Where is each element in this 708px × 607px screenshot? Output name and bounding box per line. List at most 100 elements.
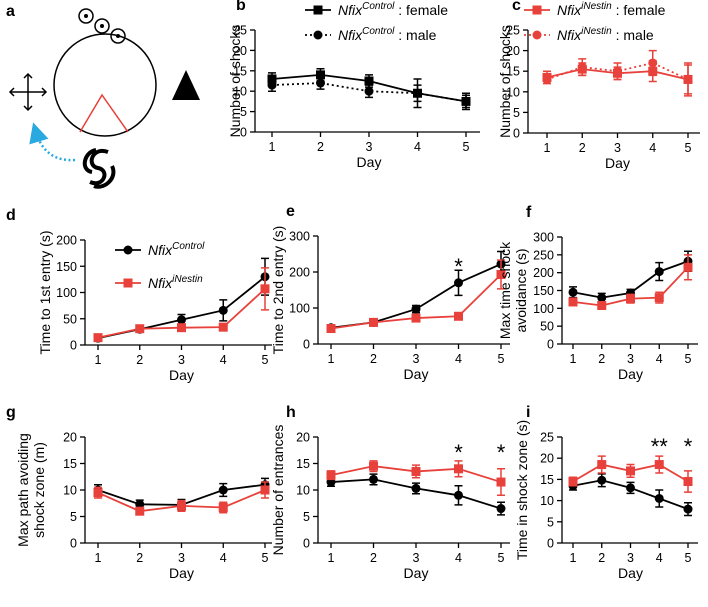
y-axis-label: Time in shock zone (s) [514,420,530,560]
y-tick-label: 25 [540,431,554,445]
x-tick-label: 3 [413,352,420,366]
significance: * [454,254,463,279]
significance: * [497,440,506,465]
cues [78,8,126,44]
marker [411,313,421,323]
marker [326,324,336,334]
x-tick-label: 5 [262,551,269,565]
marker [411,466,421,476]
y-tick-label: 250 [533,248,554,262]
y-tick-label: 0 [240,126,247,140]
marker [654,460,664,470]
legend-sup: Control [362,1,395,12]
x-tick-label: 1 [95,353,102,367]
marker [597,460,607,470]
y-tick-label: 0 [513,127,520,141]
x-tick-label: 5 [463,140,470,154]
x-tick-label: 5 [685,141,692,155]
x-tick-label: 5 [685,551,692,565]
x-tick-label: 2 [598,551,605,565]
x-tick-label: 2 [370,551,377,565]
triangle-cue [172,70,200,100]
x-tick-label: 1 [328,551,335,565]
legend-sup: iNestin [172,274,203,285]
y-tick-label: 20 [296,431,310,445]
x-tick-label: 4 [455,551,462,565]
marker [364,76,374,86]
y-tick-label: 0 [70,339,77,353]
marker [683,504,693,514]
significance: * [684,434,693,459]
panel: e 0 100 200 300 1 2 3 4 5 Day Time to 2nd entry (s)… [270,203,510,382]
legend-marker [532,5,542,15]
marker [218,322,228,332]
x-tick-label: 2 [579,141,586,155]
y-axis-label: Max path avoiding [15,433,31,547]
marker [177,315,186,325]
y-axis-label: Time to 1st entry (s) [37,231,53,355]
x-tick-label: 1 [570,551,577,565]
y-axis-label: Number of entrances [270,425,286,556]
y-tick-label: 15 [506,65,520,79]
panel-label: g [6,404,16,421]
marker [597,475,607,485]
panel-label: d [6,207,16,224]
legend-name: Nfix [338,27,363,43]
legend-label: NfixControl [148,241,205,258]
marker [218,485,228,495]
legend-marker [532,30,542,40]
y-tick-label: 10 [63,484,77,498]
marker [260,284,270,294]
legend-label: NfixControl : male [338,26,437,43]
marker [597,300,607,310]
x-tick-label: 2 [598,352,605,366]
y-tick-label: 50 [540,320,554,334]
y-tick-label: 5 [547,515,554,529]
legend-name: Nfix [338,2,363,18]
x-tick-label: 4 [220,353,227,367]
y-tick-label: 10 [540,494,554,508]
marker [135,324,145,334]
y-tick-label: 100 [56,286,77,300]
y-axis-label: avoidance (s) [513,248,529,332]
y-tick-label: 5 [240,105,247,119]
marker [413,88,422,98]
y-tick-label: 20 [63,431,77,445]
legend-sup: iNestin [581,26,612,37]
panel-label: i [526,404,530,421]
y-tick-label: 200 [289,266,310,280]
marker [177,323,186,333]
legend-marker [123,278,133,288]
marker [411,483,421,493]
panel-label: f [526,204,532,221]
x-tick-label: 5 [498,551,505,565]
y-tick-label: 15 [296,457,310,471]
marker [218,502,228,512]
y-tick-label: 25 [506,24,520,38]
y-tick-label: 15 [63,457,77,471]
y-tick-label: 200 [56,234,77,248]
y-tick-label: 0 [547,338,554,352]
legend-name: Nfix [148,275,173,291]
x-tick-label: 3 [627,352,634,366]
marker [683,262,693,272]
x-tick-label: 4 [220,551,227,565]
legend-suffix: : male [612,27,654,43]
y-tick-label: 0 [70,537,77,551]
y-tick-label: 20 [506,44,520,58]
legend-suffix: : female [612,2,666,18]
panel-label: c [512,0,521,14]
y-tick-label: 300 [533,231,554,245]
marker [369,474,378,484]
x-tick-label: 1 [95,551,102,565]
y-axis-label: Number of shocks [227,25,243,138]
y-tick-label: 150 [56,260,77,274]
marker [597,293,607,303]
marker [260,485,270,495]
x-tick-label: 5 [685,352,692,366]
y-tick-label: 300 [289,230,310,244]
marker [613,66,622,76]
legend-marker [313,30,323,40]
marker [93,488,103,498]
y-tick-label: 200 [533,266,554,280]
